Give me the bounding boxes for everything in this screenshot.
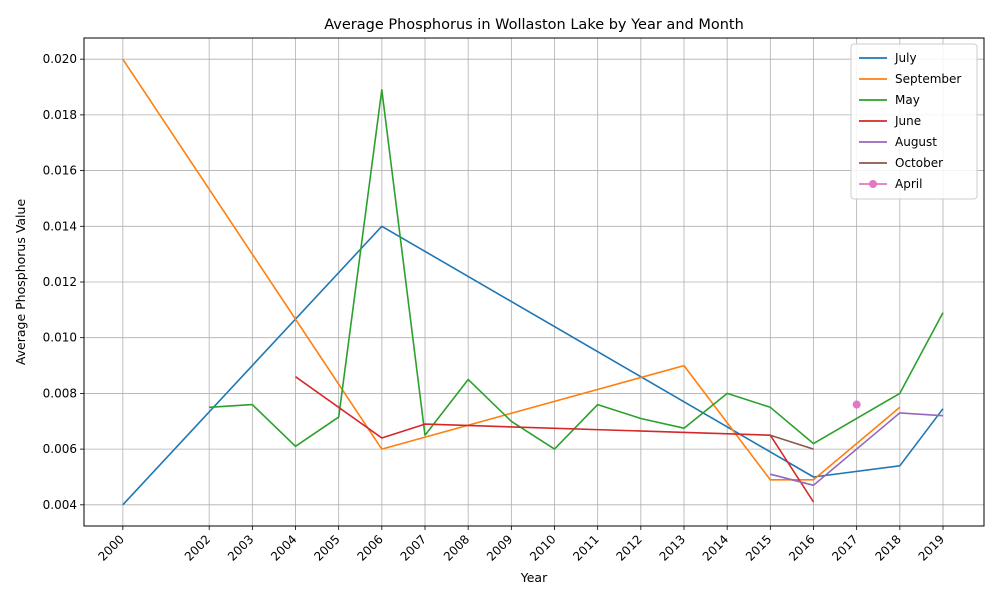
y-tick-label: 0.020	[43, 52, 77, 66]
legend-label-may: May	[895, 93, 920, 107]
series-line-june	[295, 376, 815, 503]
y-tick-label: 0.004	[43, 498, 77, 512]
legend-label-june: June	[894, 114, 921, 128]
series-line-august	[770, 412, 944, 487]
legend-label-july: July	[894, 51, 917, 65]
legend: July September May June August October April	[850, 43, 978, 200]
series-line-may	[209, 89, 944, 450]
legend-label-october: October	[895, 156, 943, 170]
legend-label-september: September	[895, 72, 961, 86]
data-point-april	[852, 400, 861, 409]
y-tick-label: 0.008	[43, 386, 77, 400]
legend-box	[850, 43, 978, 200]
legend-label-august: August	[895, 135, 937, 149]
series-line-september	[122, 58, 901, 481]
y-axis-ticks: 0.004 0.006 0.008 0.010 0.012 0.014 0.016 0.018…	[43, 52, 84, 512]
series-line-october	[770, 434, 814, 450]
x-axis-label: Year	[520, 570, 548, 585]
chart-title: Average Phosphorus in Wollaston Lake by …	[324, 17, 744, 33]
series-lines	[122, 58, 944, 506]
y-tick-label: 0.010	[43, 331, 77, 345]
y-tick-label: 0.018	[43, 108, 77, 122]
legend-marker-april	[869, 180, 877, 188]
y-axis-label: Average Phosphorus Value	[13, 199, 28, 366]
y-tick-label: 0.006	[43, 442, 77, 456]
legend-label-april: April	[895, 177, 922, 191]
y-tick-label: 0.012	[43, 275, 77, 289]
y-tick-label: 0.016	[43, 164, 77, 178]
y-tick-label: 0.014	[43, 219, 77, 233]
